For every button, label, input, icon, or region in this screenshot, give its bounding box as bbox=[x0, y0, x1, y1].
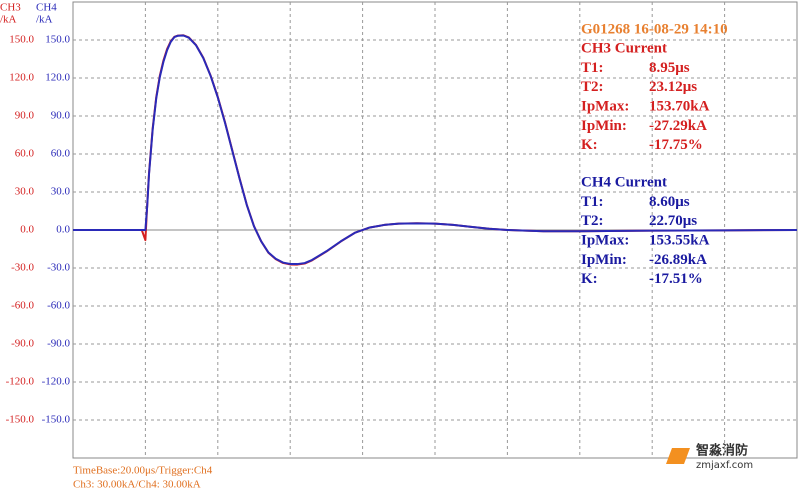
panel-label: K: bbox=[581, 137, 598, 153]
watermark-name: 智淼消防 bbox=[696, 443, 748, 459]
panel-label: T2: bbox=[581, 213, 604, 229]
footer-line: Ch3: 30.00kA/Ch4: 30.00kA bbox=[73, 479, 201, 491]
panel-title: CH4 Current bbox=[581, 174, 667, 190]
panel-value: -17.75% bbox=[649, 137, 703, 153]
y-tick-label: 90.0 bbox=[51, 110, 71, 122]
panel-label: IpMax: bbox=[581, 99, 629, 115]
series-line bbox=[73, 34, 798, 266]
y-tick-label: -120.0 bbox=[42, 376, 71, 388]
y-tick-label: -150.0 bbox=[42, 414, 71, 426]
y2-axis-unit: /kA bbox=[36, 14, 53, 26]
y-tick-label: 30.0 bbox=[51, 186, 71, 198]
y-tick-label: 120.0 bbox=[45, 72, 70, 84]
y-tick-label: -60.0 bbox=[47, 300, 70, 312]
y-tick-label: 150.0 bbox=[9, 34, 34, 46]
footer-line: TimeBase:20.00μs/Trigger:Ch4 bbox=[73, 465, 213, 477]
watermark: 智淼消防 zmjaxf.com bbox=[666, 443, 753, 471]
y-tick-label: 60.0 bbox=[51, 148, 71, 160]
y-tick-label: 0.0 bbox=[56, 224, 70, 236]
panel-header: G01268 16-08-29 14:10 bbox=[581, 21, 728, 37]
panel-label: T2: bbox=[581, 79, 604, 95]
panel-value: 8.95μs bbox=[649, 60, 690, 76]
y-tick-label: 150.0 bbox=[45, 34, 70, 46]
panel-value: -27.29kA bbox=[649, 118, 707, 134]
panel-value: 153.55kA bbox=[649, 233, 710, 249]
y-tick-label: -90.0 bbox=[11, 338, 34, 350]
panel-label: K: bbox=[581, 271, 598, 287]
panel-title: CH3 Current bbox=[581, 40, 667, 56]
y-tick-label: -60.0 bbox=[11, 300, 34, 312]
y2-axis-name: CH4 bbox=[36, 2, 57, 14]
y-tick-label: 90.0 bbox=[15, 110, 35, 122]
panel-value: -26.89kA bbox=[649, 252, 707, 268]
watermark-logo bbox=[666, 448, 690, 464]
panel-value: 23.12μs bbox=[649, 79, 697, 95]
panel-label: T1: bbox=[581, 194, 604, 210]
y-axis-unit: /kA bbox=[0, 14, 17, 26]
panel-label: IpMin: bbox=[581, 252, 627, 268]
panel-value: 8.60μs bbox=[649, 194, 690, 210]
y-tick-label: -30.0 bbox=[11, 262, 34, 274]
watermark-site: zmjaxf.com bbox=[696, 460, 753, 471]
panel-label: IpMin: bbox=[581, 118, 627, 134]
panel-value: -17.51% bbox=[649, 271, 703, 287]
y-tick-label: 30.0 bbox=[15, 186, 35, 198]
y-tick-label: 0.0 bbox=[20, 224, 34, 236]
panel-label: IpMax: bbox=[581, 233, 629, 249]
y-axis-name: CH3 bbox=[0, 2, 21, 14]
y-tick-label: 60.0 bbox=[15, 148, 35, 160]
y-tick-label: 120.0 bbox=[9, 72, 34, 84]
y-tick-label: -90.0 bbox=[47, 338, 70, 350]
panel-label: T1: bbox=[581, 60, 604, 76]
panel-value: 22.70μs bbox=[649, 213, 697, 229]
y-tick-label: -150.0 bbox=[6, 414, 35, 426]
panel-value: 153.70kA bbox=[649, 99, 710, 115]
y-tick-label: -120.0 bbox=[6, 376, 35, 388]
y-tick-label: -30.0 bbox=[47, 262, 70, 274]
